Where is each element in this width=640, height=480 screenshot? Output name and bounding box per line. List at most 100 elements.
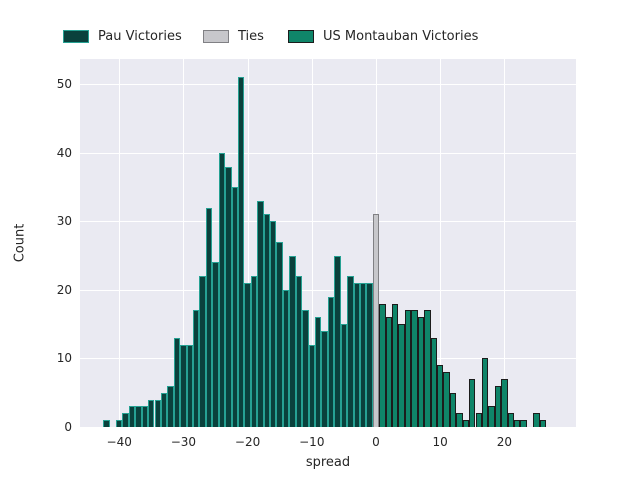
- pau-bar: [289, 255, 296, 427]
- pau-bar: [347, 276, 354, 427]
- pau-bar: [302, 310, 309, 427]
- pau-bar: [154, 399, 161, 427]
- x-gridline: [504, 59, 506, 427]
- y-tick-label: 10: [56, 351, 72, 366]
- pau-bar: [257, 200, 264, 427]
- pau-bar: [122, 413, 129, 427]
- legend-label-montauban: US Montauban Victories: [323, 29, 479, 44]
- montauban-bar: [379, 303, 386, 427]
- pau-bar: [115, 420, 123, 427]
- y-tick-label: 40: [56, 145, 72, 160]
- y-gridline: [80, 289, 576, 291]
- pau-bar: [148, 399, 155, 427]
- y-gridline: [80, 152, 576, 154]
- montauban-bar: [469, 379, 476, 427]
- y-gridline: [80, 221, 576, 223]
- tie-bar: [372, 214, 380, 427]
- pau-bar: [315, 317, 322, 427]
- montauban-bar: [520, 420, 527, 427]
- pau-bar: [180, 344, 187, 427]
- legend-label-ties: Ties: [238, 29, 264, 44]
- x-tick-label: −40: [106, 435, 132, 449]
- pau-bar: [212, 262, 219, 427]
- y-tick-label: 50: [56, 77, 72, 92]
- pau-bar: [103, 420, 110, 427]
- pau-bar: [160, 392, 168, 427]
- x-tick-label: −10: [299, 435, 325, 449]
- legend-item-pau: Pau Victories: [63, 29, 182, 44]
- montauban-bar: [385, 317, 393, 427]
- x-axis-label: spread: [305, 455, 351, 470]
- pau-bar: [128, 406, 136, 427]
- pau-bar: [263, 214, 271, 427]
- x-tick-label: −20: [234, 435, 261, 449]
- montauban-swatch-icon: [288, 30, 314, 43]
- pau-bar: [173, 337, 181, 427]
- pau-bar: [167, 385, 174, 427]
- montauban-bar: [462, 420, 470, 427]
- pau-bar: [366, 283, 373, 427]
- x-tick-label: 10: [432, 435, 448, 449]
- pau-bar: [231, 187, 238, 427]
- montauban-bar: [507, 413, 515, 427]
- pau-bar: [353, 283, 360, 427]
- legend: Pau Victories Ties US Montauban Victorie…: [0, 0, 640, 55]
- montauban-bar: [514, 420, 521, 427]
- montauban-bar: [501, 379, 508, 427]
- pau-bar: [237, 77, 245, 427]
- pau-bar: [225, 166, 232, 427]
- montauban-bar: [411, 310, 418, 427]
- x-tick-label: 20: [496, 435, 513, 449]
- montauban-bar: [417, 317, 425, 427]
- montauban-bar: [398, 324, 405, 427]
- pau-bar: [321, 331, 328, 427]
- montauban-bar: [475, 413, 482, 427]
- y-gridline: [80, 84, 576, 86]
- y-gridline: [80, 427, 576, 428]
- pau-bar: [244, 283, 251, 427]
- pau-bar: [359, 283, 367, 427]
- legend-item-montauban: US Montauban Victories: [288, 29, 478, 44]
- montauban-bar: [488, 406, 495, 427]
- x-gridline: [247, 59, 249, 427]
- montauban-bar: [456, 413, 463, 427]
- montauban-bar: [424, 310, 431, 427]
- pau-bar: [327, 296, 335, 427]
- y-axis-label: Count: [12, 223, 28, 263]
- pau-bar: [186, 344, 194, 427]
- montauban-bar: [404, 310, 412, 427]
- montauban-bar: [481, 358, 489, 427]
- x-gridline: [119, 59, 121, 427]
- montauban-bar: [430, 337, 437, 427]
- pau-bar: [282, 289, 290, 427]
- legend-item-ties: Ties: [203, 29, 264, 44]
- montauban-bar: [494, 385, 502, 427]
- montauban-bar: [539, 420, 547, 427]
- legend-label-pau: Pau Victories: [98, 29, 182, 44]
- x-tick-label: −30: [170, 435, 197, 449]
- montauban-bar: [533, 413, 540, 427]
- pau-bar: [340, 324, 348, 427]
- pau-bar: [334, 255, 341, 427]
- pau-swatch-icon: [63, 30, 89, 43]
- y-tick-label: 0: [64, 420, 72, 434]
- x-gridline: [311, 59, 313, 427]
- pau-bar: [193, 310, 200, 427]
- montauban-bar: [449, 392, 457, 427]
- pau-bar: [270, 221, 277, 427]
- pau-bar: [250, 276, 258, 427]
- pau-bar: [199, 276, 206, 427]
- ties-swatch-icon: [203, 30, 229, 43]
- montauban-bar: [436, 365, 444, 427]
- pau-bar: [295, 276, 303, 427]
- pau-bar: [135, 406, 142, 427]
- montauban-bar: [392, 303, 399, 427]
- pau-bar: [308, 344, 315, 427]
- x-gridline: [183, 59, 185, 427]
- x-gridline: [440, 59, 442, 427]
- pau-bar: [276, 241, 283, 427]
- pau-bar: [141, 406, 149, 427]
- y-tick-label: 30: [56, 214, 72, 229]
- montauban-bar: [443, 372, 450, 427]
